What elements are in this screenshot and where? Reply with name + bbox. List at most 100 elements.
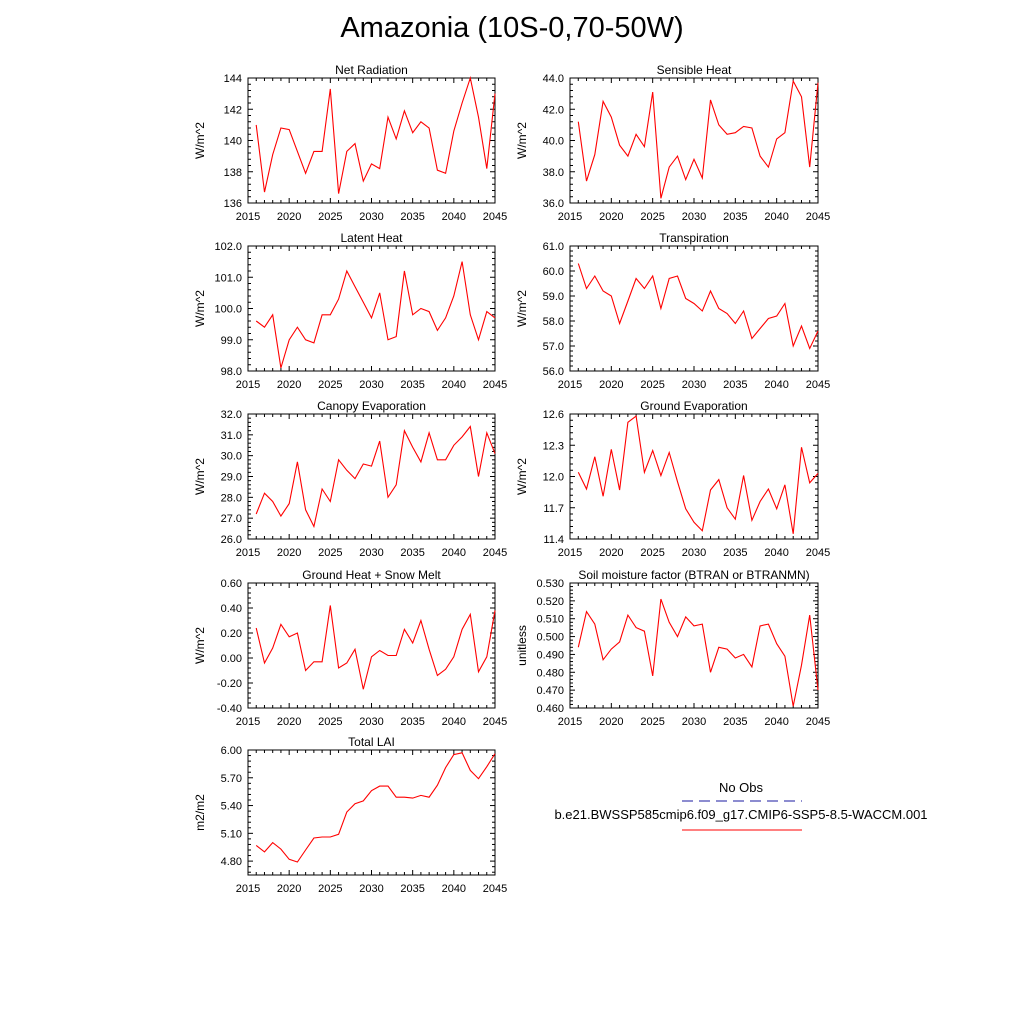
y-tick-label: 28.0 bbox=[221, 492, 242, 504]
x-tick-label: 2035 bbox=[723, 211, 747, 223]
x-tick-label: 2045 bbox=[806, 211, 830, 223]
panel-title: Transpiration bbox=[659, 231, 729, 245]
y-tick-label: 36.0 bbox=[543, 198, 564, 210]
y-tick-label: 26.0 bbox=[221, 534, 242, 546]
chart-panel: Ground Evaporation W/m^2 2015 2020 2025 2030 2… bbox=[515, 399, 830, 559]
y-tick-label: 0.500 bbox=[536, 632, 564, 644]
y-tick-label: 101.0 bbox=[214, 272, 242, 284]
legend-case-label: b.e21.BWSSP585cmip6.f09_g17.CMIP6-SSP5-8… bbox=[554, 807, 927, 822]
x-tick-label: 2045 bbox=[483, 716, 507, 728]
plot-frame bbox=[247, 77, 496, 204]
x-tick-label: 2040 bbox=[442, 379, 466, 391]
y-tick-label: 56.0 bbox=[543, 366, 564, 378]
y-tick-label: 0.530 bbox=[536, 578, 564, 590]
x-tick-label: 2030 bbox=[359, 379, 383, 391]
y-tick-label: 0.470 bbox=[536, 685, 564, 697]
y-axis-label: W/m^2 bbox=[515, 458, 529, 495]
y-tick-label: 60.0 bbox=[543, 266, 564, 278]
x-tick-label: 2035 bbox=[723, 379, 747, 391]
chart-panel: Transpiration W/m^2 2015 2020 2025 2030 2035 20… bbox=[515, 231, 830, 391]
y-tick-label: 27.0 bbox=[221, 513, 242, 525]
panel-title: Latent Heat bbox=[340, 231, 403, 245]
y-axis-label: unitless bbox=[515, 625, 529, 666]
x-tick-label: 2030 bbox=[682, 211, 706, 223]
x-tick-label: 2040 bbox=[442, 716, 466, 728]
y-tick-label: 140 bbox=[224, 136, 242, 148]
panel-title: Total LAI bbox=[348, 735, 395, 749]
x-tick-label: 2020 bbox=[599, 716, 623, 728]
x-tick-label: 2015 bbox=[558, 379, 582, 391]
y-tick-label: 100.0 bbox=[214, 304, 242, 316]
x-tick-label: 2040 bbox=[442, 211, 466, 223]
x-tick-label: 2025 bbox=[318, 379, 342, 391]
x-tick-label: 2045 bbox=[483, 883, 507, 895]
plot-frame bbox=[569, 77, 819, 204]
y-tick-label: 29.0 bbox=[221, 472, 242, 484]
x-tick-label: 2035 bbox=[723, 716, 747, 728]
y-tick-label: 59.0 bbox=[543, 291, 564, 303]
x-tick-label: 2025 bbox=[318, 716, 342, 728]
y-axis-label: W/m^2 bbox=[193, 627, 207, 664]
x-tick-label: 2040 bbox=[764, 547, 788, 559]
x-tick-label: 2035 bbox=[400, 716, 424, 728]
x-tick-label: 2030 bbox=[682, 716, 706, 728]
x-tick-label: 2045 bbox=[806, 547, 830, 559]
x-tick-label: 2015 bbox=[558, 716, 582, 728]
series-line bbox=[577, 415, 819, 534]
x-tick-label: 2015 bbox=[236, 379, 260, 391]
y-tick-label: 31.0 bbox=[221, 430, 242, 442]
chart-panel: Soil moisture factor (BTRAN or BTRANMN) u… bbox=[515, 568, 830, 728]
chart-panel: Total LAI m2/m2 2015 2020 2025 2030 2035 2040 20… bbox=[193, 735, 507, 895]
panels-group: Net Radiation W/m^2 2015 2020 2025 2030 2035 20… bbox=[193, 63, 830, 895]
plot-frame bbox=[247, 749, 496, 876]
y-tick-label: 5.70 bbox=[221, 773, 242, 785]
y-tick-label: 5.10 bbox=[221, 828, 242, 840]
x-tick-label: 2030 bbox=[359, 547, 383, 559]
x-tick-label: 2025 bbox=[640, 211, 664, 223]
x-tick-label: 2015 bbox=[558, 547, 582, 559]
plot-frame bbox=[247, 413, 496, 540]
x-tick-label: 2035 bbox=[400, 211, 424, 223]
y-tick-label: 11.7 bbox=[543, 503, 564, 515]
plot-frame bbox=[569, 413, 819, 540]
x-tick-label: 2020 bbox=[277, 379, 301, 391]
y-tick-label: 30.0 bbox=[221, 451, 242, 463]
x-tick-label: 2035 bbox=[400, 547, 424, 559]
panel-title: Sensible Heat bbox=[657, 63, 732, 77]
y-tick-label: 0.520 bbox=[536, 596, 564, 608]
y-tick-label: 58.0 bbox=[543, 316, 564, 328]
x-tick-label: 2020 bbox=[277, 211, 301, 223]
x-tick-label: 2015 bbox=[236, 716, 260, 728]
series-line bbox=[577, 79, 819, 199]
plot-frame bbox=[569, 245, 819, 372]
y-axis-label: W/m^2 bbox=[193, 290, 207, 327]
y-tick-label: 0.00 bbox=[221, 653, 242, 665]
x-tick-label: 2025 bbox=[640, 716, 664, 728]
panel-title: Ground Evaporation bbox=[640, 399, 747, 413]
x-tick-label: 2030 bbox=[359, 716, 383, 728]
x-tick-label: 2015 bbox=[236, 547, 260, 559]
x-tick-label: 2015 bbox=[558, 211, 582, 223]
y-tick-label: 102.0 bbox=[214, 241, 242, 253]
y-tick-label: -0.20 bbox=[217, 678, 242, 690]
y-tick-label: 99.0 bbox=[221, 335, 242, 347]
y-tick-label: 5.40 bbox=[221, 801, 242, 813]
x-tick-label: 2020 bbox=[599, 379, 623, 391]
y-tick-label: 98.0 bbox=[221, 366, 242, 378]
x-tick-label: 2025 bbox=[318, 883, 342, 895]
chart-panel: Latent Heat W/m^2 2015 2020 2025 2030 2035 2040… bbox=[193, 231, 507, 391]
x-tick-label: 2020 bbox=[599, 211, 623, 223]
x-tick-label: 2020 bbox=[277, 716, 301, 728]
y-tick-label: 44.0 bbox=[543, 73, 564, 85]
chart-panel: Net Radiation W/m^2 2015 2020 2025 2030 2035 20… bbox=[193, 63, 507, 223]
panel-title: Net Radiation bbox=[335, 63, 408, 77]
y-tick-label: 142 bbox=[224, 104, 242, 116]
series-line bbox=[255, 75, 496, 194]
y-tick-label: 136 bbox=[224, 198, 242, 210]
y-tick-label: 0.510 bbox=[536, 614, 564, 626]
y-axis-label: W/m^2 bbox=[193, 458, 207, 495]
panel-title: Canopy Evaporation bbox=[317, 399, 426, 413]
series-line bbox=[255, 752, 496, 863]
x-tick-label: 2020 bbox=[599, 547, 623, 559]
legend-obs-label: No Obs bbox=[719, 780, 764, 795]
